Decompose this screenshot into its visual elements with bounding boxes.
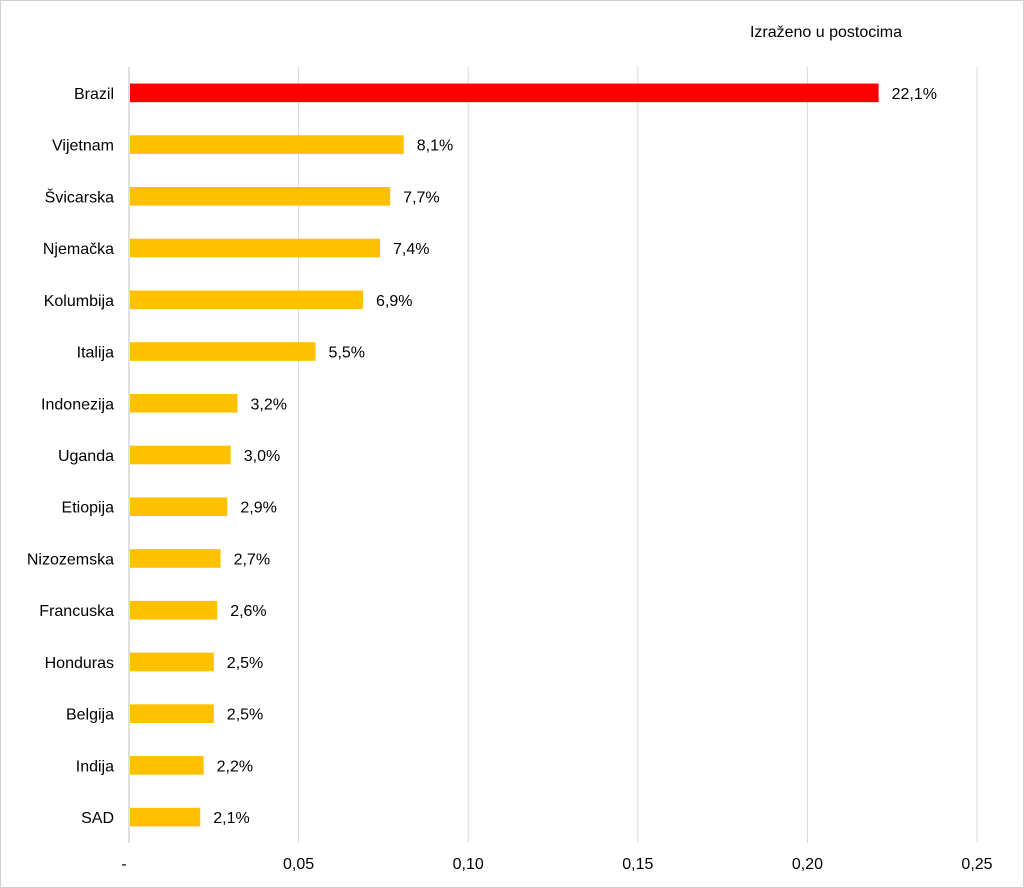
- x-tick-label: 0,25: [961, 856, 992, 873]
- data-label: 2,2%: [217, 758, 253, 775]
- bar: [130, 290, 364, 310]
- chart-note: Izraženo u postocima: [749, 24, 903, 41]
- category-label: Italija: [77, 345, 114, 362]
- data-label: 7,7%: [403, 189, 439, 206]
- category-label: Kolumbija: [44, 293, 114, 310]
- category-label: Švicarska: [45, 187, 114, 206]
- bar: [130, 83, 879, 103]
- bar: [130, 342, 316, 361]
- category-label: Indija: [76, 758, 114, 775]
- data-label: 8,1%: [417, 138, 453, 155]
- category-label: Njemačka: [43, 241, 114, 258]
- bar: [130, 497, 228, 517]
- data-label: 2,9%: [240, 500, 276, 517]
- x-tick-label: -: [121, 856, 126, 873]
- x-tick-label: 0,05: [283, 856, 314, 873]
- category-label: Nizozemska: [27, 551, 114, 568]
- category-label: Belgija: [66, 707, 114, 724]
- data-label: 2,5%: [227, 655, 263, 672]
- data-label: 2,7%: [234, 551, 270, 568]
- bar: [130, 445, 231, 465]
- bar: [130, 393, 238, 413]
- x-tick-label: 0,10: [453, 856, 484, 873]
- bar: [130, 704, 214, 723]
- category-label: Etiopija: [62, 500, 115, 517]
- data-label: 2,6%: [230, 603, 266, 620]
- bar: [130, 549, 221, 568]
- x-tick-label: 0,20: [792, 856, 823, 873]
- data-label: 6,9%: [376, 293, 412, 310]
- data-label: 5,5%: [329, 345, 365, 362]
- category-label: Francuska: [39, 603, 114, 620]
- x-tick-label: 0,15: [622, 856, 653, 873]
- bars: [130, 83, 879, 827]
- category-label: SAD: [81, 810, 114, 827]
- data-label: 3,0%: [244, 448, 280, 465]
- bar: [130, 187, 391, 206]
- bar: [130, 135, 404, 154]
- category-label: Uganda: [58, 448, 114, 465]
- labels: - 0,05 0,10 0,15 0,20 0,25 Brazil 22,1% Vijetnam…: [27, 86, 993, 873]
- data-label: 22,1%: [892, 86, 937, 103]
- category-label: Indonezija: [41, 396, 114, 413]
- category-label: Honduras: [45, 655, 114, 672]
- bar: [130, 652, 214, 672]
- bar: [130, 238, 381, 258]
- bar: [130, 807, 201, 827]
- data-label: 7,4%: [393, 241, 429, 258]
- bar: [130, 600, 218, 620]
- data-label: 2,5%: [227, 707, 263, 724]
- data-label: 2,1%: [213, 810, 249, 827]
- gridlines: [128, 67, 978, 843]
- category-label: Brazil: [74, 86, 114, 103]
- data-label: 3,2%: [251, 396, 287, 413]
- category-label: Vijetnam: [52, 138, 114, 155]
- bar: [130, 756, 204, 775]
